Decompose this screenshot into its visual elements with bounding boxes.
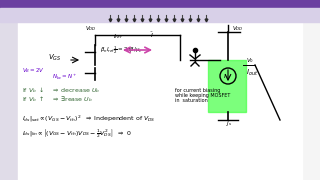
Text: $I_{out}$: $I_{out}$ xyxy=(246,68,258,78)
Bar xyxy=(0,22,320,180)
Text: I: I xyxy=(224,74,226,79)
Text: $N_{bc} = N^+$: $N_{bc} = N^+$ xyxy=(52,72,78,82)
Text: $J_s$: $J_s$ xyxy=(226,119,232,128)
Text: $I_{ds}|_{lin}  \propto  \left[(V_{GS}-V_{th})V_{DS} - \frac{1}{2}V_{DS}^2\right: $I_{ds}|_{lin} \propto \left[(V_{GS}-V_{… xyxy=(22,127,132,139)
Bar xyxy=(0,8,320,22)
Text: If $V_b$ $\uparrow$   $\Rightarrow$ $\exists$rease $U_b$: If $V_b$ $\uparrow$ $\Rightarrow$ $\exis… xyxy=(22,94,93,104)
Text: for current biasing: for current biasing xyxy=(175,88,220,93)
Text: $I_{ds}|_{sat}  \propto  (V_{GS} - V_{th})^2$  $\Rightarrow$ Independent of $V_{: $I_{ds}|_{sat} \propto (V_{GS} - V_{th})… xyxy=(22,113,156,124)
Bar xyxy=(208,60,246,112)
Text: $V_{GS}$: $V_{GS}$ xyxy=(48,53,61,63)
Text: If $V_b$ $\downarrow$   $\Rightarrow$ decrease $U_b$: If $V_b$ $\downarrow$ $\Rightarrow$ decr… xyxy=(22,85,100,95)
Text: $V_{DD}$: $V_{DD}$ xyxy=(85,24,97,33)
Text: $\bar{I}$: $\bar{I}$ xyxy=(150,31,154,40)
Text: $V_{DD}$: $V_{DD}$ xyxy=(232,24,244,33)
Text: $V_0$: $V_0$ xyxy=(246,56,254,65)
Bar xyxy=(0,0,320,8)
Text: $\beta_n I_{ref} \frac{1}{2} = 2\pi\beta/\mu_c$: $\beta_n I_{ref} \frac{1}{2} = 2\pi\beta… xyxy=(100,44,143,56)
Text: in  saturation: in saturation xyxy=(175,98,208,103)
Bar xyxy=(18,22,302,180)
Text: while keeping MOSFET: while keeping MOSFET xyxy=(175,93,230,98)
Text: $I_{ref}$: $I_{ref}$ xyxy=(113,32,124,41)
Text: $V_B = 2V$: $V_B = 2V$ xyxy=(22,66,45,75)
Bar xyxy=(0,22,18,180)
